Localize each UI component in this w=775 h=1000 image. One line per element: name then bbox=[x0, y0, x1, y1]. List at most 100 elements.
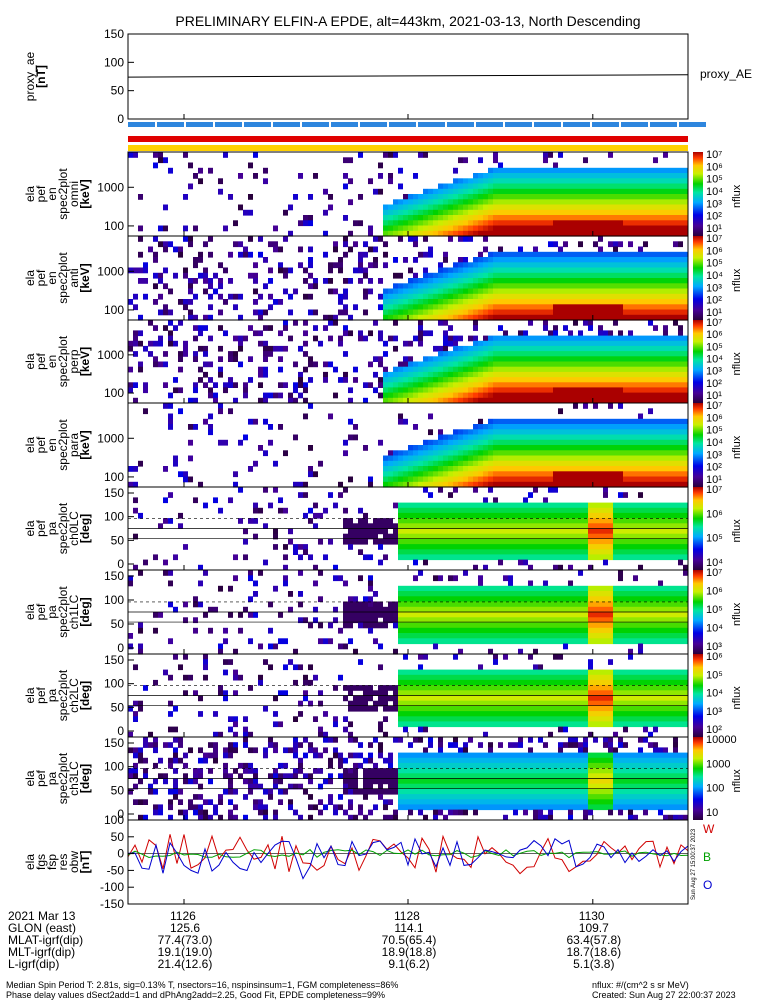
spectrogram-cell bbox=[613, 439, 618, 446]
spectrogram-cell bbox=[408, 215, 413, 221]
spectrogram-cell bbox=[288, 591, 293, 597]
spectrogram-cell bbox=[488, 340, 493, 347]
spectrogram-cell bbox=[518, 366, 523, 373]
spectrogram-cell bbox=[458, 304, 463, 311]
spectrogram-cell bbox=[608, 288, 613, 295]
spectrogram-cell bbox=[133, 533, 138, 540]
spectrogram-cell bbox=[658, 544, 663, 550]
spectrogram-cell bbox=[628, 460, 633, 467]
spectrogram-cell bbox=[413, 638, 418, 645]
spectrogram-cell bbox=[228, 351, 233, 357]
spectrogram-cell bbox=[518, 183, 523, 190]
spectrogram-cell bbox=[663, 215, 668, 221]
spectrogram-cell bbox=[568, 471, 573, 478]
spectrogram-cell bbox=[613, 512, 618, 519]
spectrogram-cell bbox=[418, 466, 423, 472]
spectrogram-cell bbox=[478, 183, 483, 190]
spectrogram-cell bbox=[578, 554, 583, 561]
spectrogram-cell bbox=[163, 304, 168, 311]
spectrogram-cell bbox=[428, 188, 433, 195]
spectrogram-cell bbox=[418, 320, 423, 326]
spectrogram-cell bbox=[643, 397, 648, 404]
spectrogram-cell bbox=[588, 533, 593, 540]
spectrogram-cell bbox=[488, 544, 493, 550]
spectrogram-cell bbox=[238, 335, 243, 342]
spectrogram-cell bbox=[578, 188, 583, 195]
spectrogram-cell bbox=[528, 272, 533, 279]
spectrogram-cell bbox=[413, 460, 418, 467]
spectrogram-cell bbox=[673, 549, 678, 555]
spectrogram-cell bbox=[393, 257, 398, 263]
spectrogram-cell bbox=[458, 601, 463, 608]
spectrogram-cell bbox=[233, 293, 238, 300]
spectrogram-cell bbox=[213, 382, 218, 388]
spectrogram-cell bbox=[648, 257, 653, 263]
spectrogram-cell bbox=[583, 397, 588, 404]
spectrogram-cell bbox=[248, 377, 253, 383]
spectrogram-cell bbox=[533, 167, 538, 174]
spectrogram-cell bbox=[683, 204, 688, 211]
spectrogram-cell bbox=[503, 596, 508, 603]
spectrogram-cell bbox=[433, 387, 438, 394]
spectrogram-cell bbox=[373, 320, 378, 326]
spectrogram-cell bbox=[423, 204, 428, 211]
spectrogram-cell bbox=[418, 570, 423, 576]
spectrogram-cell bbox=[278, 424, 283, 430]
spectrogram-cell bbox=[423, 188, 428, 195]
spectrogram-cell bbox=[403, 476, 408, 483]
spectrogram-cell bbox=[558, 204, 563, 211]
spectrogram-cell bbox=[683, 528, 688, 535]
spectrogram-cell bbox=[513, 591, 518, 597]
spectrogram-cell bbox=[683, 544, 688, 550]
spectrogram-cell bbox=[383, 622, 388, 629]
spectrogram-cell bbox=[413, 299, 418, 305]
spectrogram-cell bbox=[448, 544, 453, 550]
spectrogram-cell bbox=[508, 204, 513, 211]
spectrogram-cell bbox=[263, 356, 268, 362]
spectrogram-cell bbox=[658, 502, 663, 509]
spectrogram-cell bbox=[628, 528, 633, 535]
colorbar-tick: 10⁶ bbox=[706, 161, 723, 173]
spectrogram-cell bbox=[598, 455, 603, 462]
spectrogram-cell bbox=[673, 434, 678, 441]
spectrogram-cell bbox=[583, 549, 588, 555]
spectrogram-cell bbox=[458, 439, 463, 446]
spectrogram-cell bbox=[673, 554, 678, 561]
spectrogram-cell bbox=[553, 528, 558, 535]
spectrogram-cell bbox=[548, 335, 553, 342]
spectrogram-cell bbox=[488, 288, 493, 295]
spectrogram-cell bbox=[313, 606, 318, 613]
spectrogram-cell bbox=[473, 502, 478, 509]
spectrogram-cell bbox=[568, 507, 573, 514]
spectrogram-cell bbox=[158, 272, 163, 279]
spectrogram-cell bbox=[378, 528, 383, 535]
spectrogram-cell bbox=[633, 340, 638, 347]
spectrogram-cell bbox=[133, 481, 138, 488]
spectrogram-cell bbox=[253, 272, 258, 279]
spectrogram-cell bbox=[548, 199, 553, 206]
spectrogram-cell bbox=[588, 356, 593, 362]
spectrogram-cell bbox=[523, 606, 528, 613]
spectrogram-cell bbox=[408, 460, 413, 467]
spectrogram-cell bbox=[593, 345, 598, 352]
spectrogram-cell bbox=[653, 309, 658, 316]
spectrogram-cell bbox=[668, 377, 673, 383]
spectrogram-cell bbox=[673, 267, 678, 274]
spectrogram-cell bbox=[558, 299, 563, 305]
spectrogram-cell bbox=[458, 257, 463, 263]
spectrogram-cell bbox=[368, 612, 373, 618]
spectrogram-cell bbox=[573, 481, 578, 488]
spectrogram-cell bbox=[543, 267, 548, 274]
spectrogram-cell bbox=[678, 445, 683, 451]
spectrogram-cell bbox=[163, 497, 168, 504]
spectrogram-cell bbox=[528, 304, 533, 311]
spectrogram-cell bbox=[573, 387, 578, 394]
spectrogram-cell bbox=[128, 267, 133, 274]
spectrogram-cell bbox=[478, 596, 483, 603]
spectrogram-cell bbox=[488, 225, 493, 232]
spectrogram-cell bbox=[603, 544, 608, 550]
spectrogram-cell bbox=[468, 523, 473, 529]
spectrogram-cell bbox=[553, 356, 558, 362]
spectrogram-cell bbox=[508, 288, 513, 295]
spectrogram-cell bbox=[418, 450, 423, 457]
